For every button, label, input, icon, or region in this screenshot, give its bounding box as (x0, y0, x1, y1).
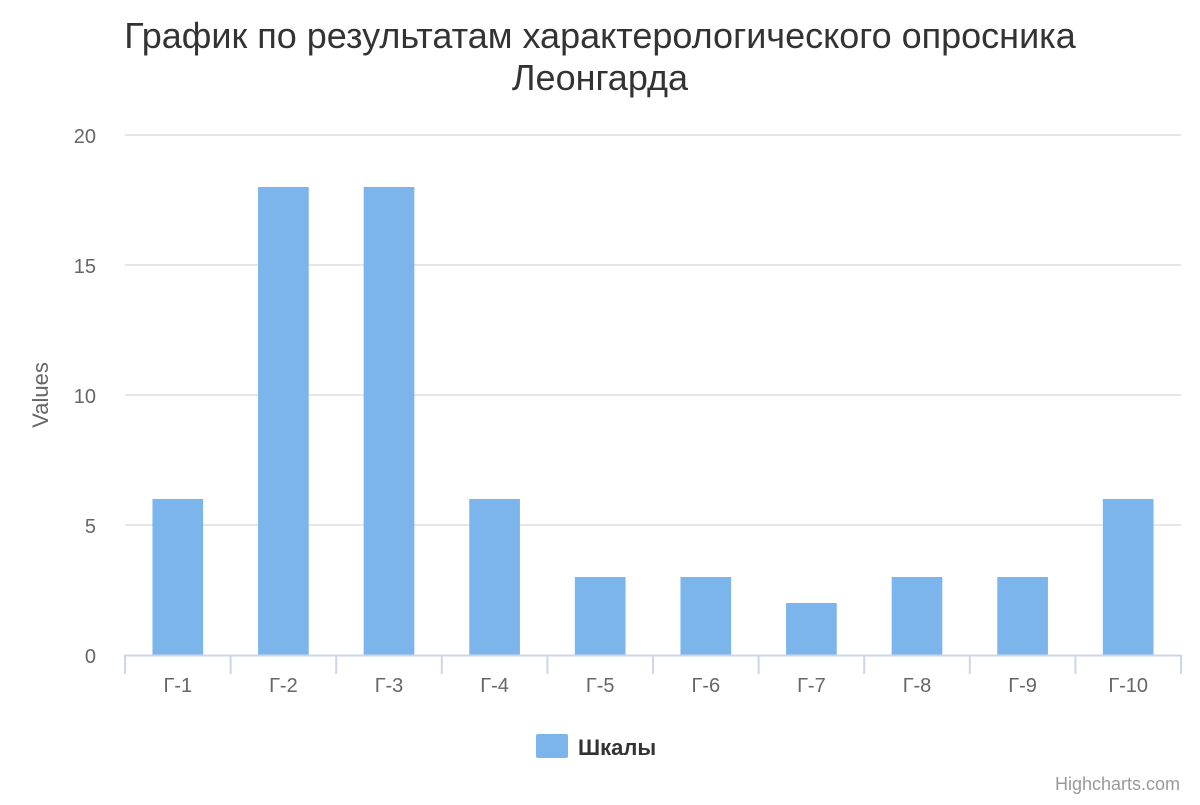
x-tick-label: Г-8 (903, 675, 932, 697)
bar-Г-3[interactable] (363, 187, 415, 655)
bar-Г-2[interactable] (258, 187, 309, 655)
bar-Г-7[interactable] (786, 603, 837, 655)
credits-link[interactable]: Highcharts.com (1055, 774, 1180, 794)
x-tick-label: Г-3 (375, 675, 404, 697)
y-axis-title: Values (28, 362, 53, 428)
y-tick-label: 0 (85, 646, 96, 668)
legend-swatch[interactable] (536, 734, 568, 758)
chart-title-line-1: График по результатам характерологическо… (124, 15, 1076, 56)
y-tick-label: 5 (85, 516, 96, 538)
x-tick-label: Г-5 (586, 675, 615, 697)
x-axis (124, 654, 1182, 674)
x-tick-label: Г-6 (691, 675, 720, 697)
chart-title-line-2: Леонгарда (512, 57, 689, 98)
x-axis-tick-labels: Г-1 Г-2 Г-3 Г-4 Г-5 Г-6 Г-7 Г-8 Г-9 Г-10 (163, 675, 1148, 697)
bar-Г-10[interactable] (1102, 499, 1154, 655)
bars (152, 187, 1154, 655)
bar-Г-1[interactable] (152, 499, 204, 655)
x-tick-label: Г-9 (1008, 675, 1037, 697)
x-tick-label: Г-4 (480, 675, 509, 697)
x-tick-label: Г-7 (797, 675, 826, 697)
bar-Г-6[interactable] (680, 577, 732, 655)
bar-Г-8[interactable] (891, 577, 943, 655)
bar-Г-5[interactable] (574, 577, 626, 655)
bar-Г-4[interactable] (469, 499, 520, 655)
y-tick-label: 15 (74, 256, 96, 278)
y-axis-tick-labels: 0 5 10 15 20 (74, 126, 96, 668)
x-tick-label: Г-1 (163, 675, 192, 697)
y-tick-label: 20 (74, 126, 96, 148)
bar-Г-9[interactable] (997, 577, 1048, 655)
legend[interactable]: Шкалы (536, 734, 656, 760)
x-tick-label: Г-2 (269, 675, 298, 697)
x-tick-label: Г-10 (1108, 675, 1148, 697)
y-tick-label: 10 (74, 386, 96, 408)
legend-label[interactable]: Шкалы (578, 735, 656, 760)
